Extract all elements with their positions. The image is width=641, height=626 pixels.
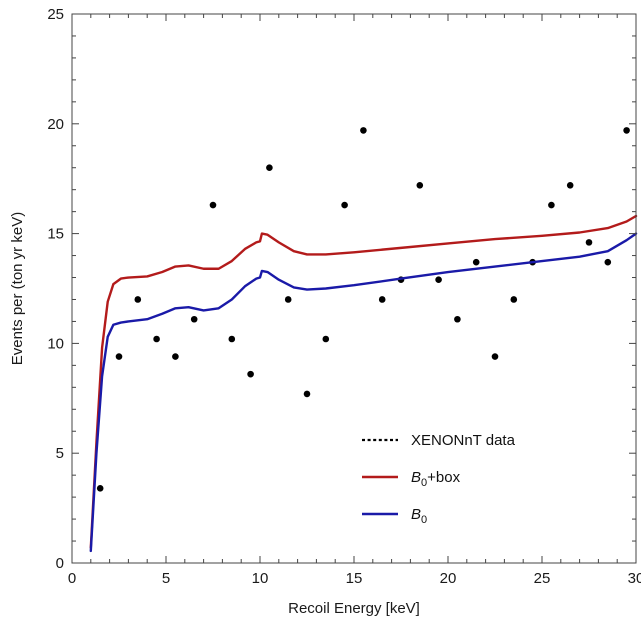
x-tick-label: 0 bbox=[68, 570, 76, 587]
data-point bbox=[209, 201, 217, 209]
data-point bbox=[115, 353, 123, 360]
y-tick-label: 10 bbox=[47, 335, 64, 352]
x-tick-label: 20 bbox=[440, 570, 457, 587]
data-point bbox=[566, 181, 574, 189]
data-point bbox=[322, 335, 330, 343]
data-point bbox=[435, 276, 442, 284]
y-axis-label: Events per (ton yr keV) bbox=[9, 212, 26, 365]
data-point bbox=[491, 353, 499, 360]
data-point bbox=[284, 296, 292, 303]
series-line-b0-box bbox=[89, 214, 638, 549]
series-line-b0 bbox=[89, 232, 638, 553]
data-point bbox=[416, 181, 424, 189]
x-tick-label: 10 bbox=[252, 570, 269, 587]
x-tick-label: 15 bbox=[346, 570, 363, 587]
data-point bbox=[303, 390, 311, 398]
data-point bbox=[228, 335, 236, 343]
data-point bbox=[172, 353, 179, 360]
legend-label-b0-box: B0+box bbox=[411, 469, 461, 489]
y-tick-label: 0 bbox=[56, 555, 64, 572]
legend: XENONnT data B0+box B0 bbox=[362, 432, 516, 526]
data-point bbox=[247, 370, 254, 378]
data-point bbox=[454, 315, 461, 323]
y-tick-label: 20 bbox=[47, 116, 64, 133]
legend-label-b0: B0 bbox=[411, 506, 427, 526]
y-tick-label: 15 bbox=[47, 226, 64, 243]
x-tick-label: 25 bbox=[534, 570, 551, 587]
data-point bbox=[548, 201, 555, 209]
data-point bbox=[623, 127, 630, 134]
data-point bbox=[360, 127, 367, 134]
data-point bbox=[472, 258, 480, 266]
x-axis-label: Recoil Energy [keV] bbox=[288, 600, 420, 617]
data-point bbox=[153, 335, 160, 343]
legend-label-data: XENONnT data bbox=[411, 432, 516, 449]
data-point bbox=[190, 315, 198, 323]
data-point bbox=[134, 296, 142, 303]
data-point bbox=[341, 201, 348, 209]
data-point bbox=[378, 296, 386, 303]
data-point bbox=[510, 296, 518, 303]
plot-frame bbox=[71, 13, 637, 564]
series-layer bbox=[89, 127, 638, 553]
data-point bbox=[96, 485, 104, 492]
y-tick-label: 5 bbox=[56, 445, 64, 462]
y-tick-label: 25 bbox=[47, 6, 64, 23]
data-point bbox=[266, 164, 273, 172]
x-tick-label: 30 bbox=[628, 570, 641, 587]
data-point bbox=[585, 239, 593, 246]
x-tick-label: 5 bbox=[162, 570, 170, 587]
data-point bbox=[604, 258, 612, 266]
